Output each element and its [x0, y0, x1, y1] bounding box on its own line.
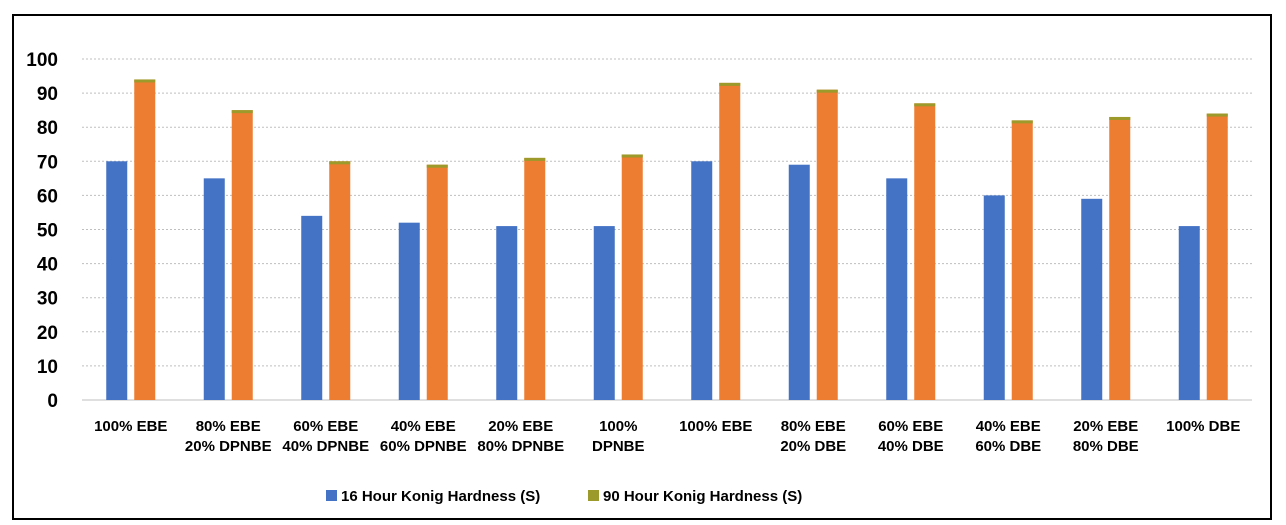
x-tick-label: 20% DBE	[780, 438, 846, 455]
x-tick-label: 80% EBE	[196, 418, 261, 435]
x-tick-label: 100% EBE	[94, 418, 167, 435]
bar-90-hour-cap	[231, 110, 253, 114]
x-tick-label: 100% EBE	[679, 418, 752, 435]
bar-16-hour	[1081, 198, 1103, 400]
x-tick-label: 60% DPNBE	[380, 438, 467, 455]
y-tick-label: 20	[37, 323, 58, 344]
x-tick-label: 20% EBE	[488, 418, 553, 435]
y-tick-label: 80	[37, 118, 58, 139]
bar-90-hour-cap	[426, 164, 448, 168]
bar-90-hour	[621, 154, 643, 400]
x-tick-label: 60% DBE	[975, 438, 1041, 455]
bar-90-hour	[231, 110, 253, 401]
bar-90-hour	[426, 164, 448, 400]
y-tick-label: 40	[37, 255, 58, 276]
bar-90-hour	[1011, 120, 1033, 400]
y-tick-label: 60	[37, 186, 58, 207]
y-tick-label: 50	[37, 221, 58, 242]
chart-frame: 0 10 20 30 40 50 60 70 80 90 100 100% EBE 80% EBE 20…	[12, 14, 1272, 520]
bar-16-hour	[593, 226, 615, 400]
x-tick-label: 20% DPNBE	[185, 438, 272, 455]
y-tick-label: 100	[26, 50, 58, 71]
bar-chart: 0 10 20 30 40 50 60 70 80 90 100 100% EBE 80% EBE 20…	[26, 50, 1252, 505]
x-tick-label: 80% EBE	[781, 418, 846, 435]
bar-16-hour	[398, 222, 420, 400]
bar-90-hour-cap	[719, 82, 741, 86]
x-tick-label: 40% EBE	[976, 418, 1041, 435]
bar-16-hour	[886, 178, 908, 400]
bar-90-hour-cap	[1011, 120, 1033, 124]
bar-90-hour-cap	[1109, 116, 1131, 120]
y-tick-label: 10	[37, 357, 58, 378]
x-tick-label: 80% DBE	[1073, 438, 1139, 455]
bar-16-hour	[691, 161, 713, 400]
x-tick-label: 80% DPNBE	[477, 438, 564, 455]
bar-16-hour	[788, 164, 810, 400]
y-axis-ticks: 0 10 20 30 40 50 60 70 80 90 100	[26, 50, 58, 412]
bar-90-hour-cap	[816, 89, 838, 93]
x-tick-label: 20% EBE	[1073, 418, 1138, 435]
y-tick-label: 30	[37, 289, 58, 310]
bar-16-hour	[983, 195, 1005, 400]
bar-90-hour-cap	[329, 161, 351, 165]
bar-90-hour	[524, 157, 546, 400]
bar-16-hour	[1178, 226, 1200, 400]
bar-90-hour	[1109, 116, 1131, 400]
bar-90-hour	[719, 82, 741, 401]
bar-90-hour	[914, 103, 936, 400]
bar-90-hour	[816, 89, 838, 400]
bar-90-hour-cap	[134, 79, 156, 83]
bars	[106, 79, 1228, 401]
y-tick-label: 90	[37, 84, 58, 105]
legend-swatch	[588, 490, 599, 501]
bar-16-hour	[106, 161, 128, 400]
y-tick-label: 0	[47, 391, 58, 412]
x-tick-label: 40% DPNBE	[282, 438, 369, 455]
x-axis-ticks: 100% EBE 80% EBE 20% DPNBE 60% EBE 40% DPNBE…	[94, 418, 1240, 455]
gridlines	[82, 58, 1252, 401]
x-tick-label: 40% EBE	[391, 418, 456, 435]
y-tick-label: 70	[37, 152, 58, 173]
bar-16-hour	[203, 178, 225, 400]
x-tick-label: 40% DBE	[878, 438, 944, 455]
bar-16-hour	[496, 226, 518, 400]
x-tick-label: DPNBE	[592, 438, 645, 455]
x-tick-label: 100% DBE	[1166, 418, 1240, 435]
bar-90-hour	[329, 161, 351, 400]
legend-label: 16 Hour Konig Hardness (S)	[341, 488, 540, 505]
bar-90-hour-cap	[1206, 113, 1228, 117]
bar-90-hour	[134, 79, 156, 401]
legend-label: 90 Hour Konig Hardness (S)	[603, 488, 802, 505]
legend: 16 Hour Konig Hardness (S) 90 Hour Konig …	[326, 488, 802, 505]
x-tick-label: 100%	[599, 418, 637, 435]
bar-90-hour	[1206, 113, 1228, 400]
bar-90-hour-cap	[914, 103, 936, 107]
legend-swatch	[326, 490, 337, 501]
bar-16-hour	[301, 215, 323, 400]
bar-90-hour-cap	[524, 157, 546, 161]
x-tick-label: 60% EBE	[878, 418, 943, 435]
bar-90-hour-cap	[621, 154, 643, 158]
x-tick-label: 60% EBE	[293, 418, 358, 435]
